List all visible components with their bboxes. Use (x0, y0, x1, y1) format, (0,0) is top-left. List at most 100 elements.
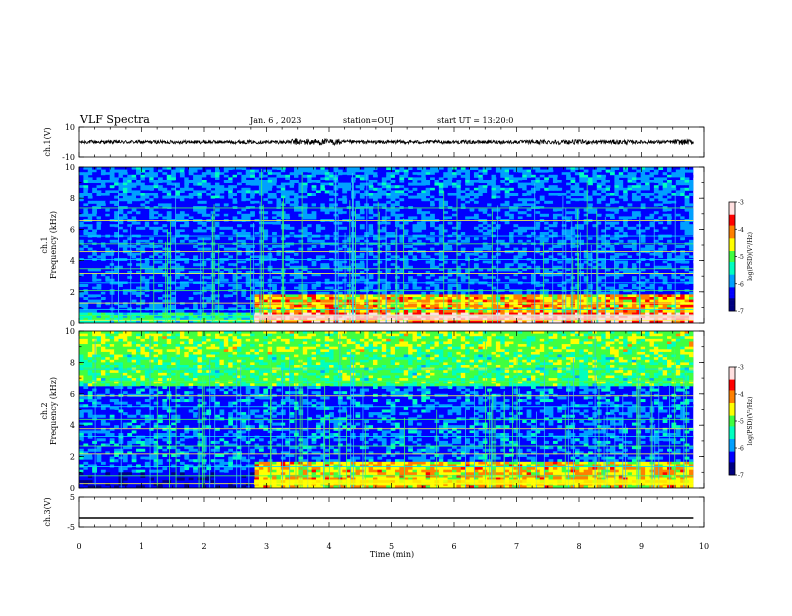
ch1-spectrogram-cell (408, 237, 413, 240)
ch1-spectrogram-cell (404, 214, 409, 217)
ch1-spectrogram-cell (88, 193, 93, 196)
ch1-spectrogram-cell (584, 305, 589, 308)
ch1-spectrogram-cell (632, 294, 637, 297)
ch1-spectrogram-cell (439, 224, 444, 227)
ch1-spectrogram-cell (329, 193, 334, 196)
ch1-spectrogram-cell (685, 170, 690, 173)
ch1-spectrogram-cell (307, 245, 312, 248)
ch1-spectrogram-cell (421, 294, 426, 297)
ch1-spectrogram-cell (663, 209, 668, 212)
ch1-spectrogram-cell (154, 307, 159, 310)
ch1-spectrogram-cell (527, 172, 532, 175)
ch1-spectrogram-cell (439, 229, 444, 232)
ch1-spectrogram-cell (162, 248, 167, 251)
ch1-spectrogram-cell (641, 211, 646, 214)
ch1-spectrogram-cell (667, 183, 672, 186)
ch1-spectrogram-cell (127, 198, 132, 201)
ch1-spectrogram-cell (294, 297, 299, 300)
ch1-spectrogram-cell (518, 300, 523, 303)
ch1-spectrogram-cell (456, 183, 461, 186)
ch1-spectrogram-cell (452, 310, 457, 313)
ch1-spectrogram-cell (285, 227, 290, 230)
ch1-spectrogram-cell (649, 276, 654, 279)
ch1-spectrogram-cell (610, 172, 615, 175)
ch1-spectrogram-cell (355, 185, 360, 188)
ch1-spectrogram-cell (636, 237, 641, 240)
ch1-spectrogram-cell (228, 248, 233, 251)
ch1-spectrogram-cell (430, 294, 435, 297)
ch1-spectrogram-cell (667, 297, 672, 300)
ch1-spectrogram-cell (386, 216, 391, 219)
ch1-spectrogram-cell (426, 190, 431, 193)
ch1-spectrogram-cell (136, 190, 141, 193)
ch1-spectrogram-cell (360, 253, 365, 256)
ch1-spectrogram-cell (496, 307, 501, 310)
ch1-spectrogram-cell (206, 294, 211, 297)
ch1-spectrogram-cell (579, 224, 584, 227)
ch1-spectrogram-cell (92, 310, 97, 313)
ch1-spectrogram-cell (649, 307, 654, 310)
ch1-spectrogram-cell (154, 229, 159, 232)
ch1-spectrogram-cell (645, 307, 650, 310)
ch1-spectrogram-cell (97, 232, 102, 235)
ch1-spectrogram-cell (320, 266, 325, 269)
ch1-spectrogram-cell (303, 172, 308, 175)
ch1-spectrogram-cell (619, 190, 624, 193)
ch1-spectrogram-cell (689, 232, 694, 235)
ch1-spectrogram-cell (588, 263, 593, 266)
ch1-spectrogram-cell (623, 209, 628, 212)
ch1-spectrogram-cell (312, 307, 317, 310)
ch1-spectrogram-cell (303, 297, 308, 300)
ch1-spectrogram-cell (584, 279, 589, 282)
ch1-spectrogram-cell (685, 180, 690, 183)
ch1-spectrogram-cell (237, 177, 242, 180)
ch1-spectrogram-cell (421, 297, 426, 300)
ch1-spectrogram-cell (329, 297, 334, 300)
ch1-spectrogram-cell (88, 307, 93, 310)
ch1-spectrogram-cell (452, 193, 457, 196)
ch1-spectrogram-cell (373, 203, 378, 206)
ch1-spectrogram-cell (386, 294, 391, 297)
ch1-spectrogram-cell (228, 201, 233, 204)
ch1-spectrogram-cell (685, 193, 690, 196)
ch1-spectrogram-cell (136, 248, 141, 251)
ch1-spectrogram-cell (588, 248, 593, 251)
ch1-spectrogram-cell (606, 294, 611, 297)
ch1-spectrogram-cell (312, 294, 317, 297)
ch1-spectrogram-cell (487, 297, 492, 300)
ch1-spectrogram-cell (483, 240, 488, 243)
ch1-spectrogram-cell (483, 209, 488, 212)
ch1-spectrogram-cell (421, 193, 426, 196)
ch1-spectrogram-cell (92, 193, 97, 196)
ch1-spectrogram-cell (347, 216, 352, 219)
ch1-spectrogram-cell (645, 175, 650, 178)
ch1-spectrogram-cell (312, 224, 317, 227)
ch1-spectrogram-cell (584, 177, 589, 180)
ch1-spectrogram-cell (140, 198, 145, 201)
ch1-spectrogram-cell (456, 196, 461, 199)
ch1-spectrogram-cell (645, 222, 650, 225)
ch1-spectrogram-cell (606, 297, 611, 300)
ch1-spectrogram-cell (487, 183, 492, 186)
ch1-spectrogram-cell (303, 209, 308, 212)
ch1-spectrogram-cell (167, 193, 172, 196)
ch1-spectrogram-cell (281, 175, 286, 178)
ch1-spectrogram-cell (329, 183, 334, 186)
ch1-spectrogram-cell (663, 245, 668, 248)
ch1-spectrogram-cell (478, 274, 483, 277)
ch1-spectrogram-cell (413, 284, 418, 287)
ch1-spectrogram-cell (316, 229, 321, 232)
ch1-spectrogram-cell (553, 201, 558, 204)
ch1-spectrogram-cell (176, 229, 181, 232)
ch1-spectrogram-cell (320, 227, 325, 230)
ch1-spectrogram-cell (632, 263, 637, 266)
ch1-spectrogram-cell (636, 263, 641, 266)
ch1-spectrogram-cell (610, 300, 615, 303)
ch1-spectrogram-cell (197, 253, 202, 256)
ch1-spectrogram-cell (180, 185, 185, 188)
ch1-spectrogram-cell (649, 302, 654, 305)
ch1-spectrogram-cell (215, 253, 220, 256)
ch1-spectrogram-cell (206, 185, 211, 188)
ch1-spectrogram-cell (579, 201, 584, 204)
ch1-spectrogram-cell (518, 263, 523, 266)
